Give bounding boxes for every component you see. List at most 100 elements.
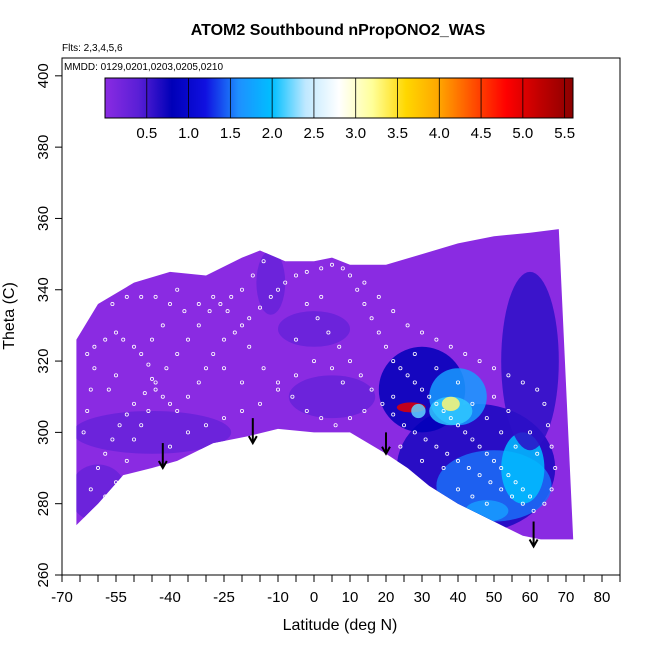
sample-point	[167, 401, 172, 406]
arrow	[381, 432, 391, 456]
y-tick-label: 260	[35, 562, 52, 587]
sample-point	[535, 451, 540, 456]
sample-point	[247, 344, 252, 349]
sample-point	[463, 430, 468, 435]
sample-point	[268, 294, 273, 299]
sample-point	[275, 287, 280, 292]
sample-point	[239, 323, 244, 328]
sample-points	[81, 248, 558, 513]
colorbar-tick-label: 4.0	[429, 125, 450, 142]
sample-point	[96, 466, 101, 471]
colorbar-tick-label: 0.5	[136, 125, 157, 142]
sample-point	[88, 387, 93, 392]
sample-point	[103, 494, 108, 499]
y-tick-label: 320	[35, 349, 52, 374]
sample-point	[232, 330, 237, 335]
sample-point	[383, 344, 388, 349]
sample-point	[203, 423, 208, 428]
x-tick-label: -40	[159, 589, 181, 606]
x-axis-label: Latitude (deg N)	[283, 617, 398, 634]
colorbar-tick-label: 3.0	[345, 125, 366, 142]
sample-point	[149, 337, 154, 342]
sample-point	[506, 473, 511, 478]
sample-point	[412, 351, 417, 356]
sample-point	[445, 451, 450, 456]
sample-point	[405, 323, 410, 328]
sample-point	[218, 302, 223, 307]
sample-point	[124, 412, 129, 417]
sample-point	[153, 294, 158, 299]
flights-subtitle: Flts: 2,3,4,5,6	[62, 43, 123, 54]
sample-point	[506, 408, 511, 413]
sample-point	[391, 359, 396, 364]
sample-point	[203, 366, 208, 371]
y-tick-label: 340	[35, 277, 52, 302]
sample-point	[124, 294, 129, 299]
sample-point	[528, 430, 533, 435]
sample-point	[455, 423, 460, 428]
sample-point	[167, 444, 172, 449]
sample-point	[358, 373, 363, 378]
sample-point	[175, 408, 180, 413]
sample-point	[88, 487, 93, 492]
sample-point	[470, 437, 475, 442]
sample-point	[85, 408, 90, 413]
sample-point	[491, 458, 496, 463]
colorbar-tick-label: 2.0	[262, 125, 283, 142]
x-axis: -70 -55 -40 -25 -10 0 10 20 30 40 50 60 70 80	[51, 575, 621, 606]
sample-point	[491, 394, 496, 399]
sample-point	[124, 458, 129, 463]
chart-title: ATOM2 Southbound nPropONO2_WAS	[191, 22, 486, 39]
sample-point	[347, 416, 352, 421]
sample-point	[185, 430, 190, 435]
sample-point	[275, 380, 280, 385]
sample-point	[499, 430, 504, 435]
sample-point	[196, 380, 201, 385]
sample-point	[528, 494, 533, 499]
colorbar-tick-label: 4.5	[471, 125, 492, 142]
sample-point	[149, 376, 154, 381]
sample-point	[131, 401, 136, 406]
x-tick-label: -10	[267, 589, 289, 606]
sample-point	[470, 401, 475, 406]
field-region	[501, 432, 545, 504]
plot-frame	[61, 57, 621, 576]
sample-point	[221, 416, 226, 421]
sample-point	[362, 408, 367, 413]
sample-point	[85, 351, 90, 356]
sample-point	[362, 280, 367, 285]
sample-point	[434, 366, 439, 371]
sample-point	[531, 508, 536, 513]
sample-point	[434, 337, 439, 342]
sample-point	[103, 451, 108, 456]
colorbar-tick-label: 1.0	[178, 125, 199, 142]
sample-point	[520, 487, 525, 492]
sample-point	[427, 394, 432, 399]
colorbar-tick-label: 5.0	[512, 125, 533, 142]
sample-point	[290, 394, 295, 399]
sample-point	[319, 266, 324, 271]
sample-point	[506, 373, 511, 378]
sample-point	[146, 408, 151, 413]
sample-point	[455, 458, 460, 463]
sample-point	[175, 351, 180, 356]
sample-point	[491, 366, 496, 371]
sample-point	[355, 287, 360, 292]
x-tick-label: 10	[342, 589, 359, 606]
x-tick-label: 0	[310, 589, 318, 606]
sample-point	[542, 501, 547, 506]
sample-point	[484, 451, 489, 456]
sample-point	[221, 337, 226, 342]
y-tick-label: 280	[35, 491, 52, 516]
sample-point	[304, 408, 309, 413]
y-tick-label: 300	[35, 420, 52, 445]
sample-point	[419, 387, 424, 392]
sample-point	[319, 416, 324, 421]
sample-point	[114, 373, 119, 378]
sample-point	[239, 408, 244, 413]
sample-point	[434, 401, 439, 406]
sample-point	[315, 316, 320, 321]
x-tick-label: 60	[522, 589, 539, 606]
sample-point	[229, 294, 234, 299]
sample-point	[347, 273, 352, 278]
